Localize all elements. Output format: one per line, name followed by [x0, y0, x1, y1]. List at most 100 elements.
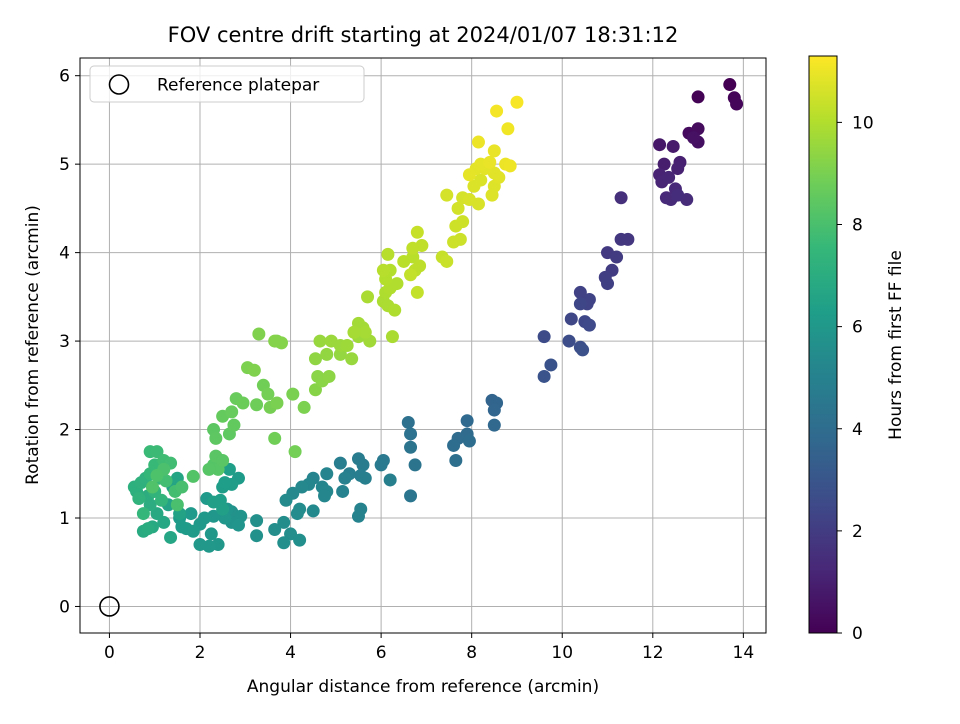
- data-point: [175, 480, 189, 494]
- data-point: [288, 445, 302, 459]
- data-point: [404, 427, 418, 441]
- y-axis-label: Rotation from reference (arcmin): [23, 205, 43, 485]
- legend-box: [89, 65, 365, 103]
- colorbar-tick-label: 10: [852, 113, 874, 133]
- legend-marker-reference: [108, 74, 130, 95]
- chart-title: FOV centre drift starting at 2024/01/07 …: [168, 23, 679, 47]
- data-point: [356, 458, 370, 472]
- colorbar-tick-label: 8: [852, 216, 863, 236]
- colorbar-ticks: 0 2 4 6 8 10: [837, 113, 874, 644]
- y-tick-label: 5: [59, 155, 70, 175]
- data-point: [671, 188, 685, 202]
- data-point: [207, 495, 221, 509]
- data-point: [345, 352, 359, 366]
- data-point: [410, 285, 424, 299]
- y-tick-label: 4: [59, 244, 70, 264]
- data-point: [358, 325, 372, 339]
- data-point: [573, 297, 587, 311]
- colorbar-tick-label: 2: [852, 522, 863, 542]
- data-point: [150, 445, 164, 459]
- data-point: [216, 502, 230, 516]
- data-point: [562, 334, 576, 348]
- x-tick-label: 12: [642, 643, 664, 663]
- colorbar-gradient: [808, 55, 838, 634]
- data-point: [503, 159, 517, 173]
- data-point: [141, 522, 155, 536]
- data-point: [247, 363, 261, 377]
- data-point: [657, 157, 671, 171]
- data-point: [227, 418, 241, 432]
- data-point: [313, 334, 327, 348]
- data-point: [236, 396, 250, 410]
- y-tick-label: 1: [59, 509, 70, 529]
- legend: Reference platepar: [89, 65, 365, 103]
- data-point: [170, 498, 184, 512]
- colorbar-label: Hours from first FF file: [886, 250, 906, 440]
- data-point: [510, 95, 524, 109]
- data-point: [250, 529, 264, 543]
- legend-label-reference: Reference platepar: [157, 76, 319, 96]
- data-points: [127, 78, 744, 553]
- data-point: [687, 131, 701, 145]
- data-point: [261, 387, 275, 401]
- x-axis-ticks: 0 2 4 6 8 10 12 14: [104, 633, 754, 663]
- data-point: [490, 104, 504, 118]
- x-tick-label: 0: [104, 643, 115, 663]
- data-point: [474, 173, 488, 187]
- x-tick-label: 14: [733, 643, 755, 663]
- data-point: [601, 277, 615, 291]
- data-point: [347, 325, 361, 339]
- colorbar-tick-label: 0: [852, 624, 863, 644]
- data-point: [404, 440, 418, 454]
- data-point: [136, 507, 150, 521]
- data-point: [150, 469, 164, 483]
- data-point: [198, 511, 212, 525]
- data-point: [390, 277, 404, 291]
- reference-platepar-point: [99, 596, 120, 617]
- grid: [80, 58, 766, 633]
- y-tick-label: 2: [59, 421, 70, 441]
- data-point: [440, 254, 454, 268]
- data-point: [456, 215, 470, 229]
- data-point: [610, 250, 624, 264]
- data-point: [487, 144, 501, 158]
- data-point: [537, 369, 551, 383]
- data-point: [614, 232, 628, 246]
- data-point: [132, 492, 146, 506]
- data-point: [544, 358, 558, 372]
- data-point: [383, 473, 397, 487]
- data-point: [582, 318, 596, 332]
- data-point: [268, 523, 282, 536]
- data-point: [564, 312, 578, 326]
- data-point: [401, 415, 415, 429]
- data-point: [216, 454, 230, 467]
- data-point: [155, 493, 169, 507]
- data-point: [415, 239, 429, 253]
- x-tick-label: 4: [285, 643, 296, 663]
- data-point: [404, 489, 418, 503]
- x-tick-label: 6: [376, 643, 387, 663]
- x-tick-label: 2: [195, 643, 206, 663]
- data-point: [501, 122, 515, 136]
- x-axis-label: Angular distance from reference (arcmin): [247, 677, 599, 697]
- data-point: [250, 398, 264, 412]
- data-point: [381, 247, 395, 261]
- data-point: [340, 339, 354, 352]
- data-point: [225, 405, 239, 419]
- data-point: [374, 458, 388, 472]
- data-point: [222, 462, 236, 476]
- data-point: [440, 188, 454, 202]
- data-point: [270, 396, 284, 410]
- data-point: [290, 507, 304, 521]
- data-point: [202, 462, 216, 476]
- data-point: [614, 191, 628, 205]
- data-point: [295, 480, 309, 494]
- data-point: [460, 414, 474, 428]
- data-point: [413, 259, 427, 273]
- data-point: [284, 527, 298, 541]
- y-tick-label: 6: [59, 67, 70, 87]
- data-point: [218, 476, 232, 490]
- data-point: [186, 524, 200, 538]
